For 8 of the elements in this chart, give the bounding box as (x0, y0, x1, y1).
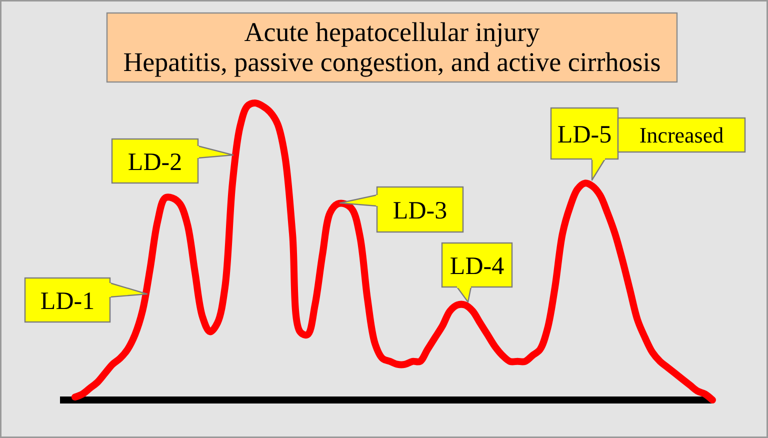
chart-subtitle: Hepatitis, passive congestion, and active cirrhosis (123, 47, 661, 77)
annotation: LD-5 (557, 121, 612, 148)
chart-title: Acute hepatocellular injury (244, 17, 540, 47)
annotation: Increased (639, 122, 724, 148)
annotation: LD-2 (128, 148, 182, 176)
annotation: LD-4 (450, 252, 505, 280)
annotation: LD-1 (40, 288, 95, 315)
annotation: LD-3 (392, 197, 448, 224)
